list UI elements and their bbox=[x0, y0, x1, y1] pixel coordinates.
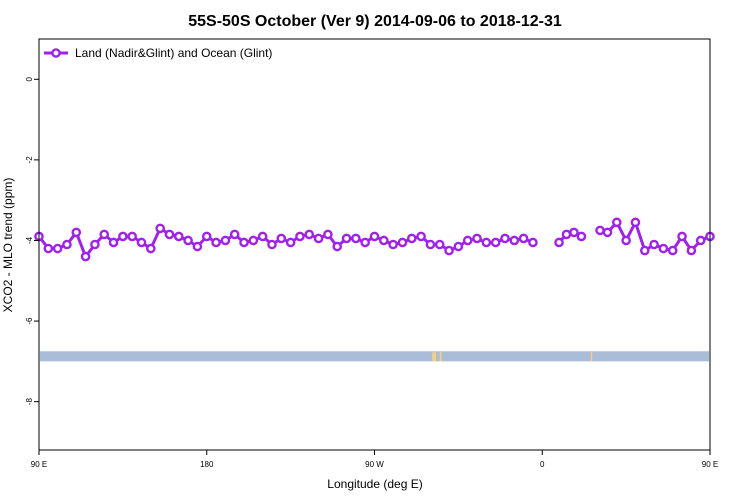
data-point bbox=[639, 245, 650, 256]
data-point bbox=[43, 243, 54, 254]
y-axis-label: XCO2 - MLO trend (ppm) bbox=[1, 178, 15, 313]
x-tick-label: 90 E bbox=[31, 460, 47, 469]
data-point bbox=[397, 237, 408, 248]
data-point bbox=[248, 235, 259, 246]
data-point bbox=[267, 239, 277, 250]
legend-marker bbox=[51, 48, 61, 58]
data-point bbox=[453, 241, 464, 252]
y-tick-label: -6 bbox=[25, 317, 34, 325]
data-point bbox=[695, 235, 706, 246]
data-point bbox=[360, 237, 370, 248]
data-point bbox=[462, 235, 473, 246]
x-tick-label: 0 bbox=[540, 460, 545, 469]
data-point bbox=[323, 229, 333, 240]
data-point bbox=[164, 229, 175, 240]
land-segment bbox=[439, 352, 442, 362]
data-point bbox=[667, 245, 678, 256]
data-point bbox=[136, 237, 147, 248]
data-point bbox=[509, 235, 520, 246]
x-axis-label: Longitude (deg E) bbox=[327, 477, 422, 491]
data-point bbox=[621, 235, 631, 246]
data-point bbox=[341, 233, 352, 244]
data-point bbox=[192, 241, 203, 252]
x-axis: 90 E 180 90 W 0 90 E bbox=[31, 450, 718, 469]
data-point bbox=[295, 231, 305, 242]
data-point bbox=[630, 217, 641, 228]
data-point bbox=[528, 237, 538, 248]
data-point bbox=[416, 231, 426, 242]
chart-title: 55S-50S October (Ver 9) 2014-09-06 to 20… bbox=[188, 13, 562, 30]
data-point bbox=[481, 237, 492, 248]
data-point bbox=[80, 251, 91, 262]
data-point bbox=[518, 233, 529, 244]
data-point bbox=[201, 231, 212, 242]
data-point bbox=[444, 245, 454, 256]
y-tick-label: 0 bbox=[25, 77, 34, 82]
data-point bbox=[257, 231, 268, 242]
data-point bbox=[500, 233, 510, 244]
data-point bbox=[108, 237, 119, 248]
plot-area bbox=[34, 217, 715, 362]
data-point bbox=[677, 231, 687, 242]
data-point bbox=[211, 237, 221, 248]
x-tick-label: 180 bbox=[200, 460, 214, 469]
legend-label: Land (Nadir&Glint) and Ocean (Glint) bbox=[75, 46, 272, 60]
data-point bbox=[472, 233, 482, 244]
y-tick-label: -8 bbox=[25, 398, 34, 406]
data-point bbox=[127, 231, 137, 242]
data-point bbox=[52, 243, 63, 254]
data-point bbox=[406, 233, 417, 244]
data-point bbox=[313, 233, 324, 244]
data-point bbox=[155, 223, 165, 234]
data-point bbox=[146, 243, 156, 254]
data-point bbox=[576, 231, 587, 242]
x-tick-label: 90 E bbox=[702, 460, 718, 469]
data-point bbox=[612, 217, 622, 228]
data-point bbox=[369, 231, 380, 242]
data-point bbox=[554, 237, 564, 248]
y-tick-label: -2 bbox=[25, 156, 34, 164]
data-point bbox=[388, 239, 398, 250]
data-point bbox=[239, 237, 249, 248]
data-point bbox=[569, 227, 579, 238]
data-point bbox=[285, 237, 296, 248]
legend: Land (Nadir&Glint) and Ocean (Glint) bbox=[44, 46, 272, 60]
data-point bbox=[602, 227, 613, 238]
ocean-band bbox=[40, 351, 709, 362]
data-point bbox=[351, 233, 361, 244]
data-point bbox=[658, 243, 669, 254]
data-point bbox=[220, 235, 231, 246]
x-tick-label: 90 W bbox=[365, 460, 384, 469]
data-point bbox=[173, 231, 184, 242]
land-segment bbox=[432, 352, 437, 362]
y-tick-label: -4 bbox=[25, 236, 34, 244]
y-axis: 0 -2 -4 -6 -8 bbox=[25, 77, 39, 406]
data-point bbox=[304, 229, 315, 240]
data-point bbox=[332, 241, 343, 252]
data-point bbox=[118, 231, 128, 242]
data-point bbox=[425, 239, 436, 250]
data-point bbox=[276, 233, 287, 244]
land-segment bbox=[590, 352, 593, 362]
data-point bbox=[90, 239, 100, 250]
data-point bbox=[99, 229, 110, 240]
data-point bbox=[62, 239, 72, 250]
data-point bbox=[649, 239, 659, 250]
data-point bbox=[229, 229, 240, 240]
data-point bbox=[71, 227, 82, 238]
data-point bbox=[379, 235, 389, 246]
data-point bbox=[595, 225, 605, 236]
data-point bbox=[490, 237, 501, 248]
data-point bbox=[561, 229, 572, 240]
data-point bbox=[686, 245, 697, 256]
data-point bbox=[434, 239, 445, 250]
data-point bbox=[183, 235, 193, 246]
